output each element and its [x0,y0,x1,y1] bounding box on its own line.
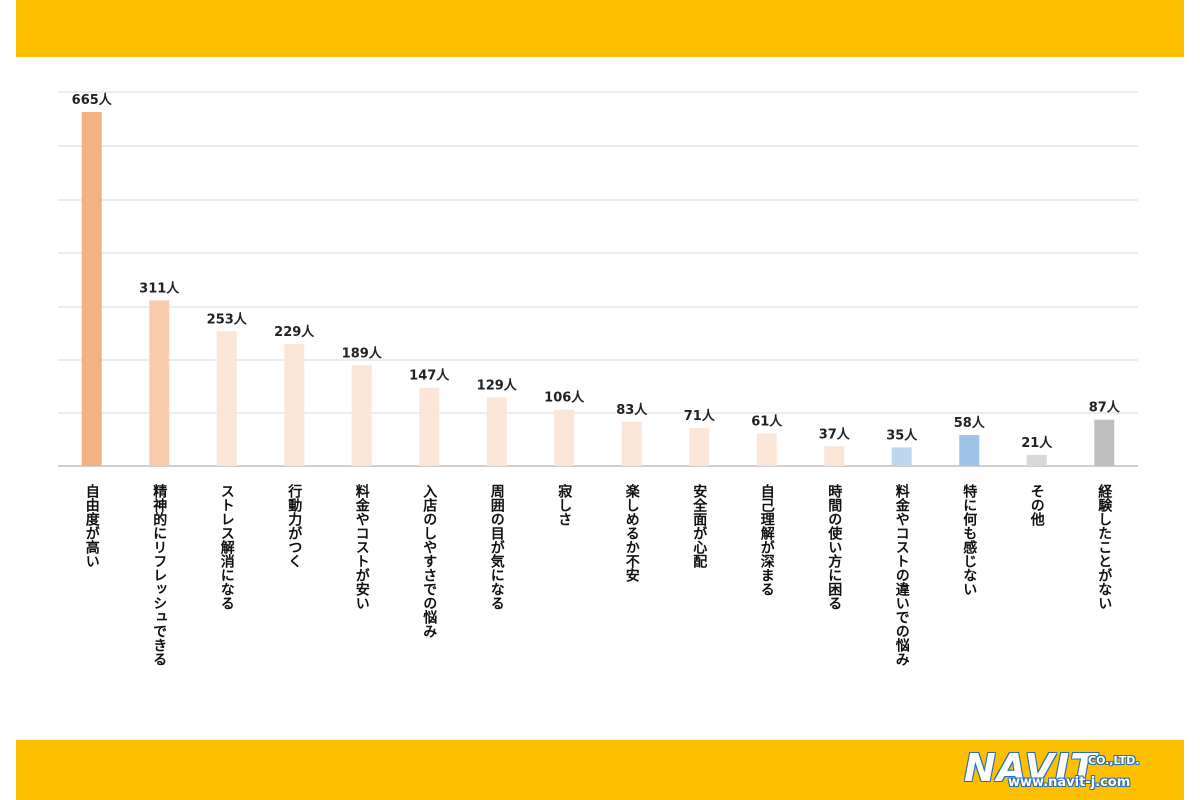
category-label: その他 [1029,484,1046,527]
bar [351,365,372,466]
logo-url: www.navit-j.com [1008,775,1131,790]
value-label: 229人 [274,324,315,340]
value-label: 253人 [207,311,248,327]
bar [284,344,305,466]
navit-logo: NAVIT CO.,LTD. www.navit-j.com [964,748,1164,794]
bottom-banner [16,740,1184,800]
bar [1026,454,1047,466]
value-label: 189人 [342,345,383,361]
bar [554,409,575,466]
category-label: 楽しめるか不安 [624,483,641,583]
value-label: 71人 [684,408,716,424]
bar [149,300,170,466]
bar [81,112,102,466]
bar [756,433,777,466]
value-label: 21人 [1021,435,1053,451]
value-label: 87人 [1089,400,1121,416]
bar [216,331,237,466]
value-label: 37人 [819,426,851,442]
top-banner [16,0,1184,57]
category-label: 入店のしやすさでの悩み [421,484,437,638]
grid-lines [58,91,1138,467]
value-label: 665人 [72,92,113,108]
logo-name: NAVIT [964,746,1098,790]
bar [486,397,507,466]
value-label: 83人 [616,402,648,418]
bar-chart: 665人 311人 253人 229人 189人 147人 129人 106人 83人 71人 61… [58,91,1138,666]
category-label: 安全面が心配 [691,483,708,569]
category-label: 周囲の目が気になる [489,484,505,610]
category-label: 自己理解が深まる [759,483,775,596]
value-label: 106人 [544,390,585,406]
value-label: 35人 [886,427,918,443]
category-label: ストレス解消になる [219,484,235,610]
category-label: 精神的にリフレッシュできる [151,483,167,666]
category-label: 特に何も感じない [961,483,977,596]
bar [1094,419,1115,466]
category-label: 経験したことがない [1096,483,1112,610]
bar [419,387,440,466]
bar [891,447,912,466]
category-label: 料金やコストが安い [354,483,371,610]
category-labels: 自由度が高い 精神的にリフレッシュできる ストレス解消になる 行動力がつく 料金やコスト… [84,483,1113,666]
value-label: 147人 [409,368,450,384]
bar [621,421,642,466]
category-label: 寂しさ [556,483,572,526]
value-label: 129人 [477,377,518,393]
bar [959,435,980,466]
value-label: 58人 [954,415,986,431]
value-label: 311人 [139,280,180,296]
bar [689,428,710,466]
category-label: 自由度が高い [84,483,100,568]
category-label: 行動力がつく [286,483,303,568]
category-label: 時間の使い方に困る [826,483,843,610]
logo-suffix: CO.,LTD. [1088,754,1140,767]
bar [824,446,845,466]
bars [81,112,1115,466]
value-label: 61人 [751,414,783,430]
category-label: 料金やコストの違いでの悩み [894,483,911,666]
value-labels: 665人 311人 253人 229人 189人 147人 129人 106人 83人 71人 61… [72,92,1121,451]
